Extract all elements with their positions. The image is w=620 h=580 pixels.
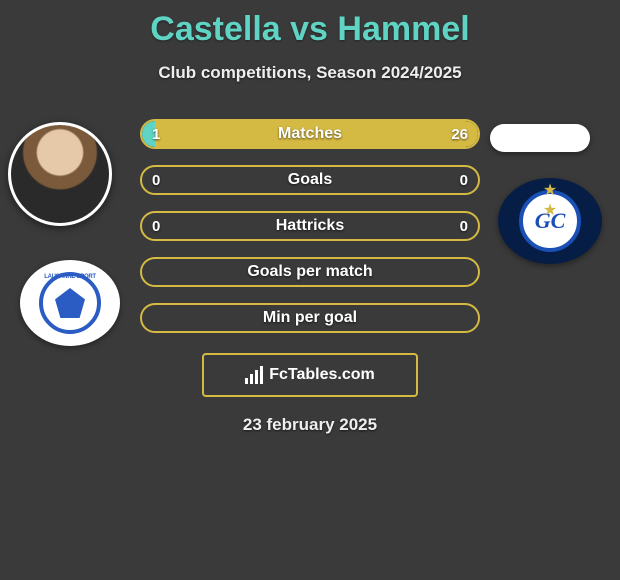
stat-row-goals: 0 Goals 0 — [140, 165, 480, 195]
page-title: Castella vs Hammel — [0, 0, 620, 49]
stat-row-matches: 1 Matches 26 — [140, 119, 480, 149]
stat-label: Matches — [142, 121, 478, 147]
subtitle: Club competitions, Season 2024/2025 — [0, 63, 620, 83]
stat-value-right: 0 — [460, 213, 468, 239]
watermark-text: FcTables.com — [269, 366, 375, 384]
club-left-badge: LAUSANNE SPORT — [20, 260, 120, 346]
stat-row-hattricks: 0 Hattricks 0 — [140, 211, 480, 241]
stat-row-min-per-goal: Min per goal — [140, 303, 480, 333]
watermark[interactable]: FcTables.com — [202, 353, 418, 397]
club-right-badge: ★ ★ GC — [498, 178, 602, 264]
player-right-photo — [490, 124, 590, 152]
club-right-stars: ★ ★ — [498, 180, 602, 220]
stat-value-right: 26 — [451, 121, 468, 147]
stat-label: Goals per match — [142, 259, 478, 285]
club-left-badge-inner: LAUSANNE SPORT — [39, 272, 101, 334]
stat-row-goals-per-match: Goals per match — [140, 257, 480, 287]
date-label: 23 february 2025 — [0, 415, 620, 435]
stat-label: Hattricks — [142, 213, 478, 239]
club-left-badge-text: LAUSANNE SPORT — [44, 274, 95, 280]
player-left-photo — [8, 122, 112, 226]
stat-label: Min per goal — [142, 305, 478, 331]
stat-label: Goals — [142, 167, 478, 193]
chart-icon — [245, 366, 263, 384]
stat-value-right: 0 — [460, 167, 468, 193]
